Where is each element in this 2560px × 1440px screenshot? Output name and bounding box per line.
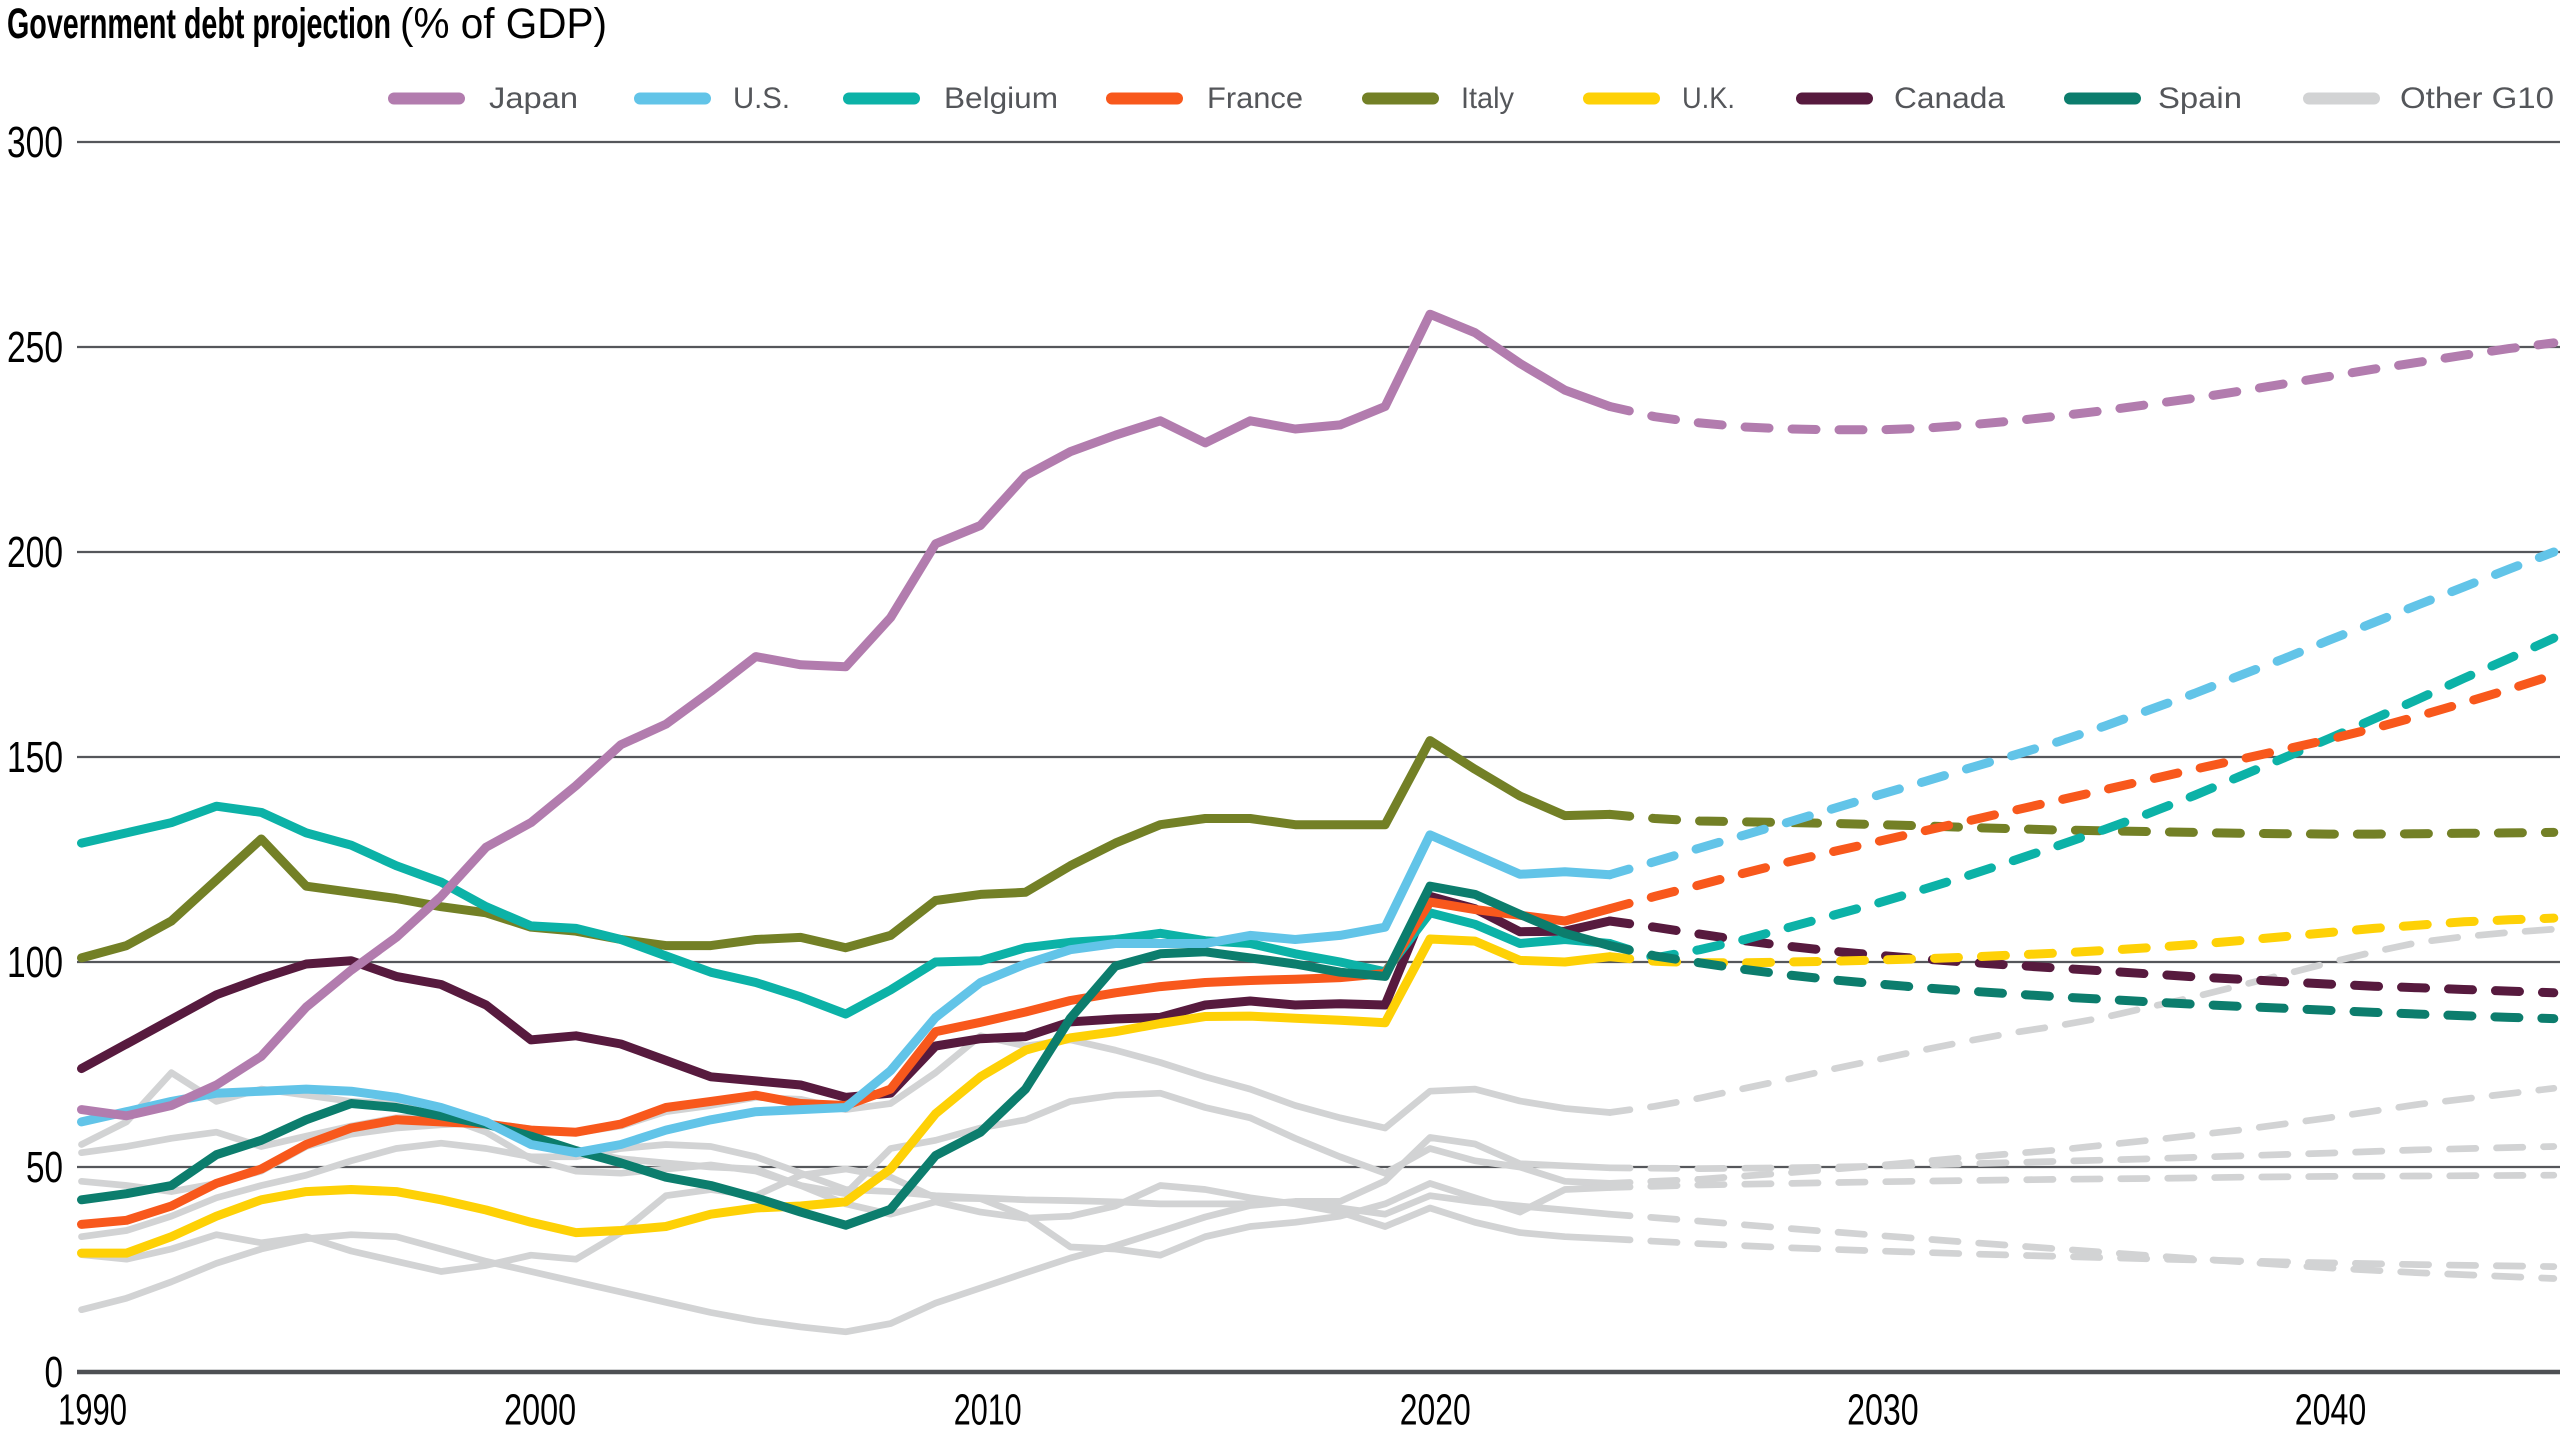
svg-text:0: 0 (45, 1348, 64, 1397)
svg-text:100: 100 (7, 938, 63, 987)
svg-text:200: 200 (7, 528, 63, 577)
svg-text:Government debt projection: Government debt projection (7, 0, 391, 48)
svg-text:U.K.: U.K. (1682, 82, 1735, 115)
svg-text:2000: 2000 (504, 1386, 576, 1435)
svg-text:250: 250 (7, 323, 63, 372)
svg-text:2020: 2020 (1400, 1386, 1471, 1435)
svg-text:300: 300 (7, 118, 63, 167)
svg-text:Japan: Japan (489, 82, 578, 115)
svg-text:France: France (1207, 82, 1303, 115)
svg-text:U.S.: U.S. (733, 82, 790, 115)
svg-text:50: 50 (26, 1143, 63, 1192)
svg-text:Belgium: Belgium (944, 82, 1058, 115)
svg-text:150: 150 (7, 733, 63, 782)
svg-text:2030: 2030 (1847, 1386, 1919, 1435)
svg-text:2040: 2040 (2295, 1386, 2367, 1435)
svg-text:2010: 2010 (954, 1386, 1022, 1435)
svg-text:1990: 1990 (58, 1386, 127, 1435)
svg-text:Spain: Spain (2158, 82, 2242, 115)
svg-text:Canada: Canada (1894, 82, 2005, 115)
svg-text:(% of GDP): (% of GDP) (400, 0, 607, 48)
svg-text:Italy: Italy (1461, 82, 1514, 115)
svg-text:Other G10: Other G10 (2400, 82, 2554, 115)
